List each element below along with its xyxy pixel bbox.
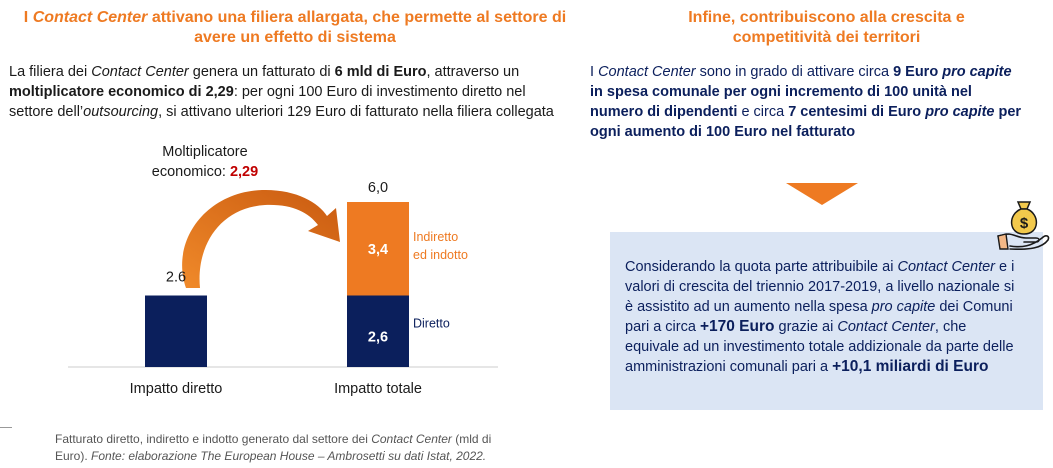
highlight-box — [610, 232, 1043, 410]
value-label-totale-diretto: 2,6 — [368, 329, 388, 345]
multiplier-label-line1: Moltiplicatore — [162, 144, 247, 160]
left-paragraph: La filiera dei Contact Center genera un … — [9, 64, 554, 120]
category-label-totale: Impatto totale — [334, 381, 422, 397]
down-arrow-icon — [786, 183, 858, 205]
bar-impatto-totale-diretto — [347, 295, 409, 367]
legend-indiretto-line2: ed indotto — [413, 248, 468, 262]
footnote: Fatturato diretto, indiretto e indotto g… — [55, 432, 492, 463]
category-label-diretto: Impatto diretto — [130, 381, 223, 397]
right-paragraph: I Contact Center sono in grado di attiva… — [590, 64, 1022, 140]
left-title: I Contact Center attivano una filiera al… — [23, 9, 567, 46]
multiplier-label-line2: economico: 2,29 — [152, 164, 258, 180]
legend-indiretto-line1: Indiretto — [413, 230, 458, 244]
value-label-totale: 6,0 — [368, 180, 388, 196]
money-bag-hand-icon: $ — [997, 201, 1050, 250]
value-label-diretto: 2.6 — [166, 270, 186, 286]
bar-chart: Moltiplicatore economico: 2,29 2.6 6,0 3… — [68, 144, 498, 397]
svg-text:$: $ — [1020, 215, 1029, 232]
highlight-box-text: Considerando la quota parte attribuibile… — [625, 259, 1015, 375]
curved-arrow-icon — [182, 189, 340, 288]
bar-impatto-totale-indiretto — [347, 202, 409, 296]
footnote-divider — [0, 427, 12, 428]
value-label-indiretto: 3,4 — [368, 242, 388, 258]
right-title: Infine, contribuiscono alla crescita e c… — [688, 9, 965, 46]
legend-diretto: Diretto — [413, 316, 450, 330]
bar-impatto-diretto — [145, 295, 207, 367]
